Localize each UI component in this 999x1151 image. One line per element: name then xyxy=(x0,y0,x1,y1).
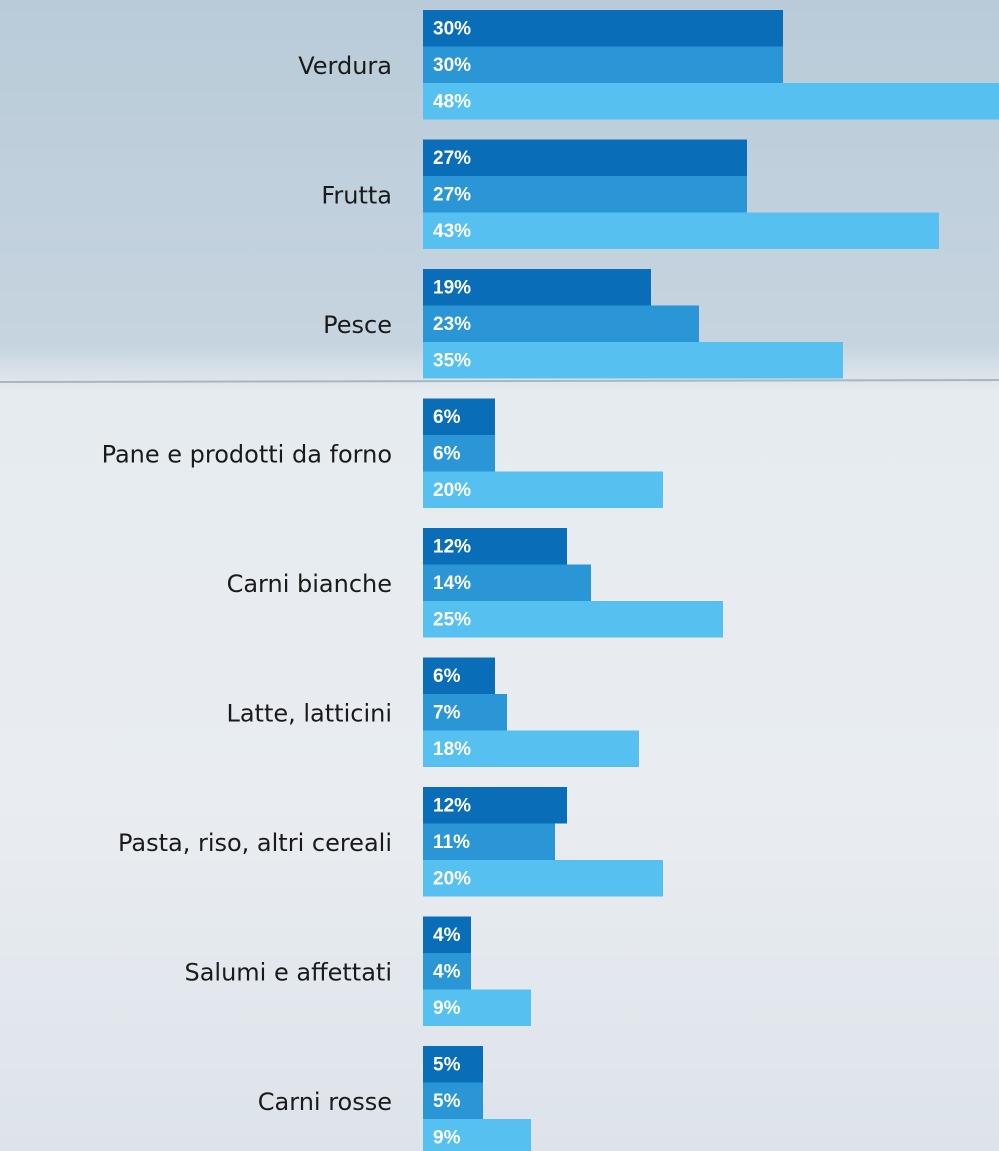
value-label: 20% xyxy=(433,868,471,889)
value-label: 35% xyxy=(433,350,471,371)
value-label: 4% xyxy=(433,961,461,982)
value-label: 12% xyxy=(433,536,471,557)
category-label: Latte, latticini xyxy=(226,699,392,727)
value-label: 27% xyxy=(433,148,471,169)
value-label: 27% xyxy=(433,184,471,205)
value-label: 5% xyxy=(433,1054,461,1075)
category-label: Carni rosse xyxy=(258,1088,392,1116)
category-label: Frutta xyxy=(321,181,392,209)
bar xyxy=(423,176,747,213)
bar xyxy=(423,140,747,177)
value-label: 30% xyxy=(433,18,471,39)
bar xyxy=(423,342,843,379)
bar xyxy=(423,213,939,250)
value-label: 6% xyxy=(433,407,461,428)
value-label: 5% xyxy=(433,1091,461,1112)
value-label: 20% xyxy=(433,480,471,501)
bar xyxy=(423,83,999,120)
value-label: 7% xyxy=(433,702,461,723)
value-label: 11% xyxy=(433,832,470,853)
category-label: Pane e prodotti da forno xyxy=(102,440,392,468)
bar xyxy=(423,10,783,47)
category-label: Carni bianche xyxy=(227,570,392,598)
category-label: Pasta, riso, altri cereali xyxy=(118,829,392,857)
value-label: 18% xyxy=(433,739,471,760)
category-label: Pesce xyxy=(323,311,392,339)
value-label: 19% xyxy=(433,277,471,298)
value-label: 23% xyxy=(433,314,471,335)
value-label: 6% xyxy=(433,666,461,687)
category-label: Salumi e affettati xyxy=(184,958,392,986)
value-label: 25% xyxy=(433,609,471,630)
value-label: 4% xyxy=(433,925,461,946)
bar xyxy=(423,47,783,84)
value-label: 48% xyxy=(433,91,471,112)
page: Verdura 30% 30% 48% Frutta 27% 27% 43% Pesce 19% 2… xyxy=(0,0,999,1151)
value-label: 12% xyxy=(433,795,471,816)
category-label: Verdura xyxy=(298,52,392,80)
value-label: 14% xyxy=(433,573,471,594)
value-label: 43% xyxy=(433,221,471,242)
value-label: 6% xyxy=(433,443,461,464)
value-label: 30% xyxy=(433,55,471,76)
value-label: 9% xyxy=(433,998,461,1019)
chart: Verdura 30% 30% 48% Frutta 27% 27% 43% Pesce 19% 2… xyxy=(0,0,999,1151)
value-label: 9% xyxy=(433,1127,461,1148)
